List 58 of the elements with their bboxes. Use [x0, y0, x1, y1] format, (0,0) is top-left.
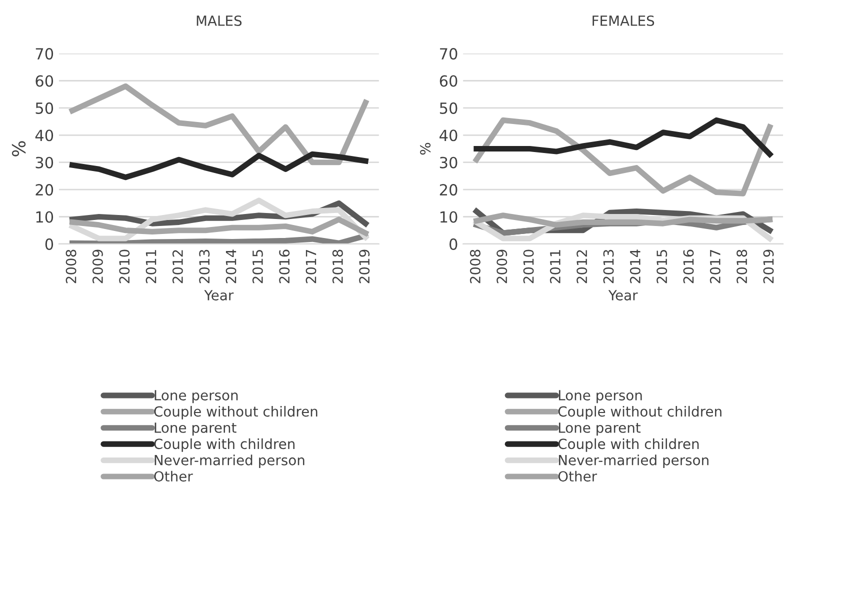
legend-label: Other [558, 470, 598, 482]
x-tick-label: 2011 [146, 250, 156, 284]
x-tick-label: 2008 [66, 250, 76, 284]
x-tick-label: 2018 [736, 250, 748, 284]
x-tick-label: 2018 [332, 250, 343, 284]
x-tick-label: 2011 [550, 250, 560, 284]
legend-label: Never-married person [558, 454, 708, 468]
legend-label: Couple with children [154, 438, 294, 452]
legend-label: Couple without children [558, 406, 722, 420]
y-tick-label: 40 [35, 130, 54, 142]
x-tick-label: 2019 [359, 250, 370, 284]
x-axis-title: Year [204, 290, 234, 300]
y-tick-label: 10 [36, 211, 54, 223]
x-tick-label: 2008 [470, 250, 480, 284]
y-tick-label: 60 [440, 75, 458, 87]
x-tick-label: 2010 [119, 250, 130, 284]
legend-label: Other [154, 470, 193, 482]
x-tick-label: 2015 [252, 250, 263, 284]
y-tick-label: 0 [45, 238, 54, 250]
legend-label: Lone parent [154, 422, 236, 436]
chart-title: MALES [196, 15, 242, 26]
x-tick-label: 2013 [603, 250, 614, 284]
x-tick-label: 2009 [92, 250, 103, 284]
x-tick-label: 2014 [630, 250, 640, 284]
legend-label: Couple without children [154, 406, 318, 420]
chart-title: FEMALES [592, 15, 654, 26]
y-tick-label: 70 [36, 48, 54, 60]
legend-label: Couple with children [558, 438, 699, 452]
y-axis-title: % [12, 141, 26, 156]
y-axis-title: % [420, 142, 431, 155]
x-tick-label: 2012 [172, 250, 183, 284]
x-tick-label: 2016 [279, 250, 290, 284]
legend-label: Lone person [154, 390, 238, 404]
x-tick-label: 2015 [656, 250, 668, 284]
x-tick-label: 2019 [763, 250, 774, 284]
x-tick-label: 2017 [306, 250, 316, 284]
y-tick-label: 40 [440, 130, 458, 142]
y-tick-label: 60 [36, 75, 54, 87]
x-tick-label: 2013 [199, 250, 210, 284]
x-tick-label: 2010 [523, 250, 534, 284]
y-tick-label: 30 [36, 156, 54, 168]
legend-label: Never-married person [154, 454, 304, 468]
x-tick-label: 2014 [226, 250, 236, 284]
y-tick-label: 0 [450, 238, 458, 250]
y-tick-label: 70 [440, 48, 458, 60]
x-tick-label: 2012 [576, 250, 588, 284]
x-tick-label: 2009 [496, 250, 508, 284]
legend-label: Lone person [558, 390, 642, 404]
y-tick-label: 20 [440, 184, 458, 196]
x-tick-label: 2017 [710, 250, 720, 284]
legend-label: Lone parent [558, 422, 641, 436]
y-tick-label: 50 [36, 102, 54, 114]
y-tick-label: 10 [440, 211, 458, 223]
x-tick-label: 2016 [683, 250, 694, 284]
y-tick-label: 50 [440, 102, 458, 114]
y-tick-label: 30 [440, 156, 458, 168]
y-tick-label: 20 [36, 184, 54, 196]
x-axis-title: Year [608, 290, 638, 300]
